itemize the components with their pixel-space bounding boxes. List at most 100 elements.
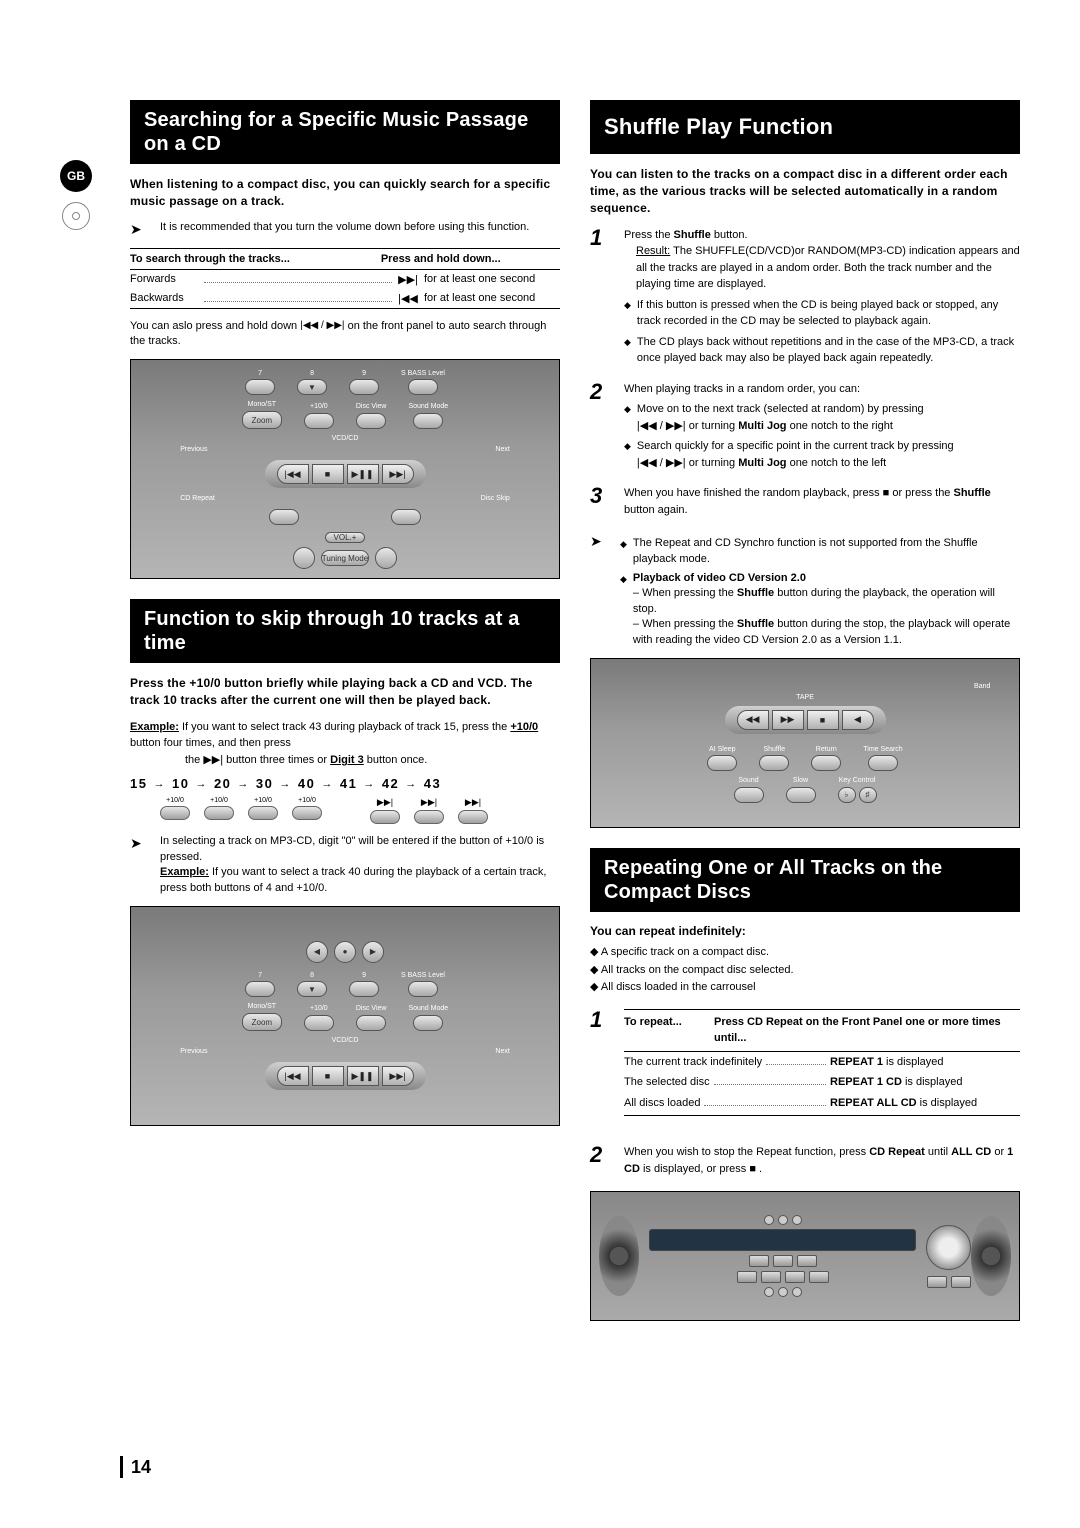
- search-table-h2: Press and hold down...: [381, 253, 560, 265]
- remote-btn: ●: [334, 941, 356, 963]
- remote-btn: ♭: [838, 787, 856, 803]
- shuffle-step-2: 2 When playing tracks in a random order,…: [590, 381, 1020, 472]
- step-number: 2: [590, 1144, 614, 1177]
- remote-label-band: Band: [974, 683, 990, 691]
- remote-btn: [269, 509, 299, 525]
- panel-btn: [737, 1271, 757, 1283]
- note-arrow-icon: ➤: [130, 834, 152, 852]
- repeat-row-value: REPEAT 1 is displayed: [830, 1054, 1020, 1071]
- remote-label-sbass: S BASS Level: [401, 370, 445, 378]
- search-row2-label: Backwards: [130, 292, 200, 304]
- search-row2-text: for at least one second: [420, 292, 560, 304]
- remote-btn: [868, 755, 898, 771]
- panel-btn: [761, 1271, 781, 1283]
- note-arrow-icon: ➤: [590, 532, 612, 550]
- remote-label-previous: Previous: [180, 1048, 207, 1056]
- remote-label: Sound: [738, 777, 758, 785]
- repeat-row-value: REPEAT ALL CD is displayed: [830, 1095, 1020, 1112]
- remote-btn: [707, 755, 737, 771]
- prev-track-icon: |◀◀: [277, 1066, 309, 1086]
- remote-btn: [759, 755, 789, 771]
- remote-label-next: Next: [495, 446, 509, 454]
- remote-label: AI Sleep: [709, 746, 735, 754]
- remote-label: Key Control: [839, 777, 876, 785]
- transport-bar: |◀◀ ■ ▶❚❚ ▶▶|: [265, 460, 426, 488]
- repeat-row-label: The current track indefinitely: [624, 1054, 762, 1071]
- shuffle-intro: You can listen to the tracks on a compac…: [590, 166, 1020, 216]
- step-number: 1: [590, 227, 614, 367]
- mini-pill: [160, 806, 190, 820]
- diamond-bullet-icon: ◆: [624, 438, 631, 471]
- remote-btn: [391, 509, 421, 525]
- dotted-leader: [204, 295, 392, 302]
- remote-btn: [304, 413, 334, 429]
- remote-btn: [349, 981, 379, 997]
- tuning-button: Tuning Mode: [321, 550, 369, 566]
- bullet-text: Playback of video CD Version 2.0 – When …: [633, 571, 1020, 648]
- mini-pill: [248, 806, 278, 820]
- repeat-row-value: REPEAT 1 CD is displayed: [830, 1074, 1020, 1091]
- bullet-text: Search quickly for a specific point in t…: [637, 438, 954, 471]
- speaker-icon: [971, 1216, 1011, 1296]
- remote-label-plus10: +10/0: [310, 403, 328, 411]
- remote-label-soundmode: Sound Mode: [408, 403, 448, 411]
- bullet-text: If this button is pressed when the CD is…: [637, 297, 1020, 330]
- search-row1-label: Forwards: [130, 273, 200, 285]
- remote-btn: ▶: [362, 941, 384, 963]
- remote-label-plus10: +10/0: [310, 1005, 328, 1013]
- mini-pill: [414, 810, 444, 824]
- panel-dot-icon: [792, 1287, 802, 1297]
- shuffle-step-3: 3 When you have finished the random play…: [590, 485, 1020, 518]
- remote-btn: [734, 787, 764, 803]
- remote-btn: [356, 1015, 386, 1031]
- step-number: 1: [590, 1009, 614, 1131]
- remote-btn: ▼: [297, 379, 327, 395]
- play-pause-icon: ▶❚❚: [347, 464, 379, 484]
- tray-indicator-icon: [792, 1215, 802, 1225]
- display-screen: [649, 1229, 916, 1251]
- panel-btn: [749, 1255, 769, 1267]
- repeat-intro: You can repeat indefinitely:: [590, 924, 1020, 938]
- play-icon: ▶▶: [772, 710, 804, 730]
- remote-btn: [811, 755, 841, 771]
- gb-badge: GB: [60, 160, 92, 192]
- mini-pill: [458, 810, 488, 824]
- remote-label-discskip: Disc Skip: [481, 495, 510, 503]
- remote-label-8: 8: [310, 370, 314, 378]
- remote-label-cdrepeat: CD Repeat: [180, 495, 215, 503]
- stop-icon: ■: [312, 464, 344, 484]
- stop-icon: ■: [807, 710, 839, 730]
- skip10-note: In selecting a track on MP3-CD, digit "0…: [160, 834, 560, 896]
- tray-indicator-icon: [764, 1215, 774, 1225]
- remote-label-tape: TAPE: [796, 694, 814, 702]
- bullet-text: Move on to the next track (selected at r…: [637, 401, 924, 434]
- remote-label: Time Search: [863, 746, 902, 754]
- repeat-row-label: All discs loaded: [624, 1095, 700, 1112]
- shuffle-step-1: 1 Press the Shuffle button. Result: The …: [590, 227, 1020, 367]
- panel-btn: [797, 1255, 817, 1267]
- search-table: To search through the tracks... Press an…: [130, 248, 560, 309]
- skip-sequence: 15→ 10→ 20→ 30→ 40→ 41→ 42→ 43: [130, 776, 560, 791]
- panel-btn: [809, 1271, 829, 1283]
- bullet-text: The CD plays back without repetitions an…: [637, 334, 1020, 367]
- play-left-icon: ◀: [842, 710, 874, 730]
- prev-next-icon: |◀◀ / ▶▶|: [300, 320, 344, 331]
- remote-label-mono: Mono/ST: [248, 1003, 276, 1011]
- remote-btn: ◀: [306, 941, 328, 963]
- speaker-icon: [599, 1216, 639, 1296]
- remote-btn: [413, 1015, 443, 1031]
- search-row1-text: for at least one second: [420, 273, 560, 285]
- disc-icon: [62, 202, 90, 230]
- diamond-bullet-icon: ◆: [624, 401, 631, 434]
- remote-btn: [786, 787, 816, 803]
- repeat-list: ◆ A specific track on a compact disc. ◆ …: [590, 944, 1020, 997]
- rewind-icon: ◀◀: [737, 710, 769, 730]
- next-track-icon: ▶▶|: [382, 464, 414, 484]
- section-header-repeat: Repeating One or All Tracks on the Compa…: [590, 848, 1020, 912]
- panel-dot-icon: [778, 1287, 788, 1297]
- page-number: 14: [120, 1456, 151, 1478]
- fast-forward-icon: ▶▶|: [396, 273, 420, 286]
- bullet-text: The Repeat and CD Synchro function is no…: [633, 536, 1020, 567]
- diamond-bullet-icon: ◆: [624, 334, 631, 367]
- panel-dot-icon: [764, 1287, 774, 1297]
